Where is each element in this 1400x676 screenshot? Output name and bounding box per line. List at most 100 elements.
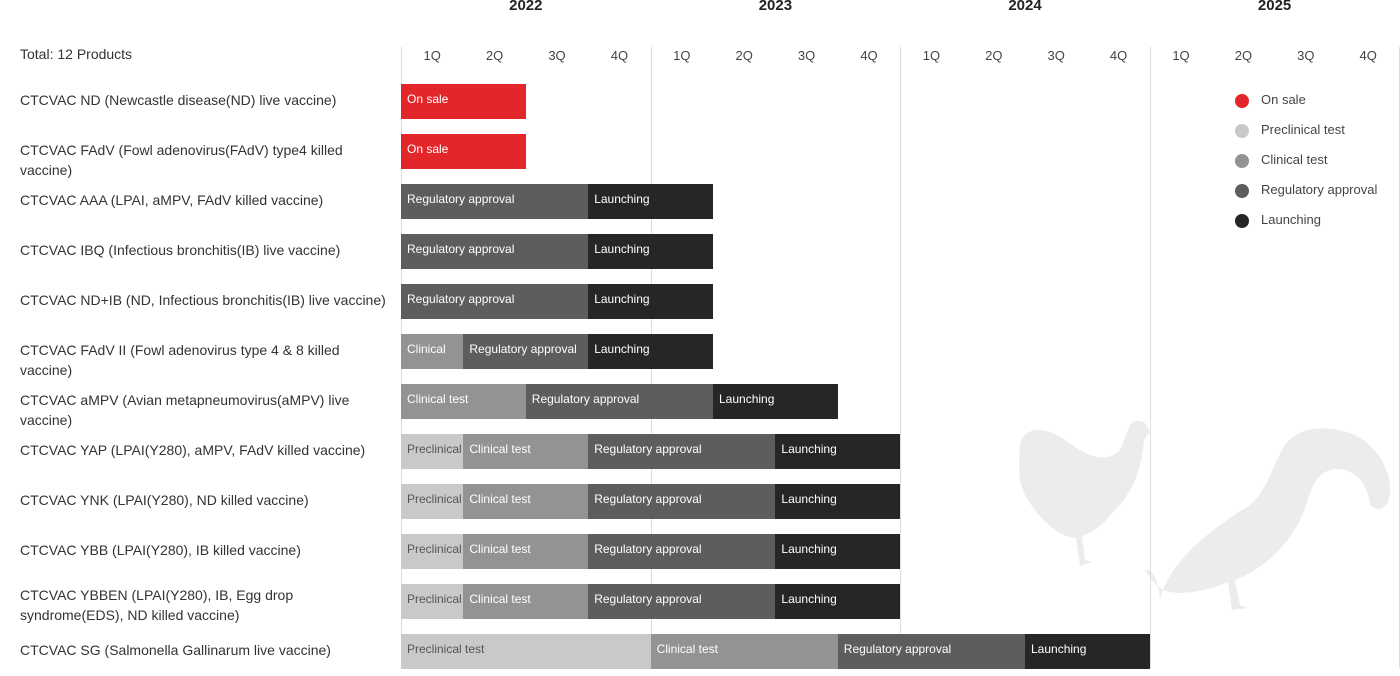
stage-label: Regulatory approval	[594, 592, 702, 606]
stage-bar: Regulatory approval	[588, 434, 776, 469]
stage-label: Launching	[781, 542, 837, 556]
stage-bar: Regulatory approval	[588, 534, 776, 569]
quarter-label: 4Q	[860, 48, 878, 63]
legend-label: Preclinical test	[1261, 122, 1345, 137]
legend-swatch	[1235, 214, 1249, 228]
stage-label: Launching	[594, 242, 650, 256]
stage-label: Clinical test	[469, 492, 531, 506]
year-label: 2022	[509, 0, 543, 14]
quarter-label: 2Q	[735, 48, 753, 63]
stage-label: Regulatory approval	[594, 542, 702, 556]
stage-bar: Clinical test	[463, 534, 589, 569]
stage-bar: Clinical test	[463, 584, 589, 619]
legend-label: On sale	[1261, 92, 1306, 107]
stage-label: Preclinical	[407, 542, 462, 556]
stage-label: Launching	[719, 392, 775, 406]
stage-label: On sale	[407, 92, 449, 106]
stage-bar: Clinical test	[401, 384, 526, 419]
stage-label: Clinical test	[656, 642, 718, 656]
year-label: 2025	[1257, 0, 1292, 14]
product-name: CTCVAC ND+IB (ND, Infectious bronchitis(…	[20, 292, 386, 308]
product-name: CTCVAC FAdV II (Fowl adenovirus type 4 &…	[20, 342, 340, 378]
stage-bar: Launching	[713, 384, 838, 419]
stage-label: Launching	[781, 592, 837, 606]
stage-label: Regulatory approval	[843, 642, 952, 656]
stage-label: Preclinical test	[407, 642, 485, 656]
stage-bar: Launching	[588, 234, 713, 269]
quarter-label: 1Q	[423, 48, 441, 63]
stage-label: Regulatory approval	[469, 342, 577, 356]
quarter-label: 3Q	[797, 48, 816, 63]
stage-label: Launching	[594, 192, 650, 206]
stage-label: Regulatory approval	[531, 392, 640, 406]
quarter-label: 3Q	[1047, 48, 1065, 63]
stage-bar: Clinical	[401, 334, 464, 369]
stage-label: Regulatory approval	[407, 192, 515, 206]
stage-bar: Preclinical	[401, 434, 464, 469]
quarter-label: 4Q	[1359, 48, 1377, 63]
stage-bar: Preclinical	[401, 534, 464, 569]
year-divider	[1149, 47, 1151, 668]
stage-bar: Launching	[1025, 634, 1150, 669]
legend-label: Clinical test	[1261, 152, 1328, 167]
stage-bar: Regulatory approval	[588, 484, 776, 519]
stage-bar: Preclinical	[401, 484, 464, 519]
stage-label: Launching	[781, 442, 837, 456]
stage-bar: Launching	[588, 334, 713, 369]
stage-bar: Regulatory approval	[525, 384, 713, 419]
quarter-label: 1Q	[673, 48, 691, 63]
stage-bar: Regulatory approval	[837, 634, 1025, 669]
stage-bar: On sale	[401, 134, 526, 169]
stage-label: Preclinical	[407, 442, 462, 456]
stage-bar: Clinical test	[463, 434, 589, 469]
legend-swatch	[1235, 154, 1249, 168]
legend-label: Regulatory approval	[1261, 182, 1378, 197]
stage-bar: Launching	[775, 534, 901, 569]
stage-bar: Launching	[588, 284, 713, 319]
product-name: CTCVAC FAdV (Fowl adenovirus(FAdV) type4…	[20, 142, 343, 178]
stage-label: Clinical test	[469, 442, 531, 456]
stage-bar: Launching	[588, 184, 713, 219]
stage-label: Clinical	[407, 342, 446, 356]
quarter-label: 1Q	[1172, 48, 1190, 63]
product-name: CTCVAC YBBEN (LPAI(Y280), IB, Egg drop s…	[20, 587, 294, 623]
stage-bar: Preclinical test	[401, 634, 651, 669]
stage-bar: Launching	[775, 484, 901, 519]
year-label: 2024	[1008, 0, 1042, 14]
chicken-silhouettes-illustration	[1018, 420, 1391, 610]
product-name: CTCVAC AAA (LPAI, aMPV, FAdV killed vacc…	[20, 192, 324, 208]
stage-bar: Regulatory approval	[463, 334, 589, 369]
stage-label: Regulatory approval	[594, 442, 702, 456]
quarter-label: 2Q	[985, 48, 1003, 63]
legend-swatch	[1235, 124, 1249, 138]
product-name: CTCVAC YNK (LPAI(Y280), ND killed vaccin…	[20, 492, 309, 508]
stage-label: Clinical test	[469, 592, 531, 606]
stage-label: On sale	[407, 142, 449, 156]
legend-label: Launching	[1261, 212, 1321, 227]
stage-bar: Preclinical	[401, 584, 464, 619]
stage-label: Clinical test	[469, 542, 531, 556]
stage-label: Preclinical	[407, 492, 462, 506]
quarter-label: 4Q	[1109, 48, 1128, 63]
stage-label: Launching	[781, 492, 837, 506]
quarter-label: 3Q	[1297, 48, 1315, 63]
stage-bar: Regulatory approval	[588, 584, 776, 619]
stage-bar: Regulatory approval	[401, 234, 589, 269]
legend-swatch	[1235, 184, 1249, 198]
quarter-label: 4Q	[610, 48, 629, 63]
stage-bar: Regulatory approval	[401, 284, 589, 319]
stage-label: Preclinical	[407, 592, 462, 606]
stage-bar: Launching	[775, 434, 901, 469]
legend-swatch	[1235, 94, 1249, 108]
stage-label: Regulatory approval	[407, 242, 515, 256]
quarter-label: 2Q	[485, 48, 504, 63]
total-products-label: Total: 12 Products	[20, 46, 133, 62]
product-name: CTCVAC YBB (LPAI(Y280), IB killed vaccin…	[20, 542, 301, 558]
stage-label: Launching	[594, 292, 650, 306]
stage-bar: Clinical test	[650, 634, 838, 669]
year-label: 2023	[758, 0, 793, 14]
stage-label: Launching	[1031, 642, 1087, 656]
stage-bar: On sale	[401, 84, 526, 119]
stage-label: Regulatory approval	[594, 492, 702, 506]
